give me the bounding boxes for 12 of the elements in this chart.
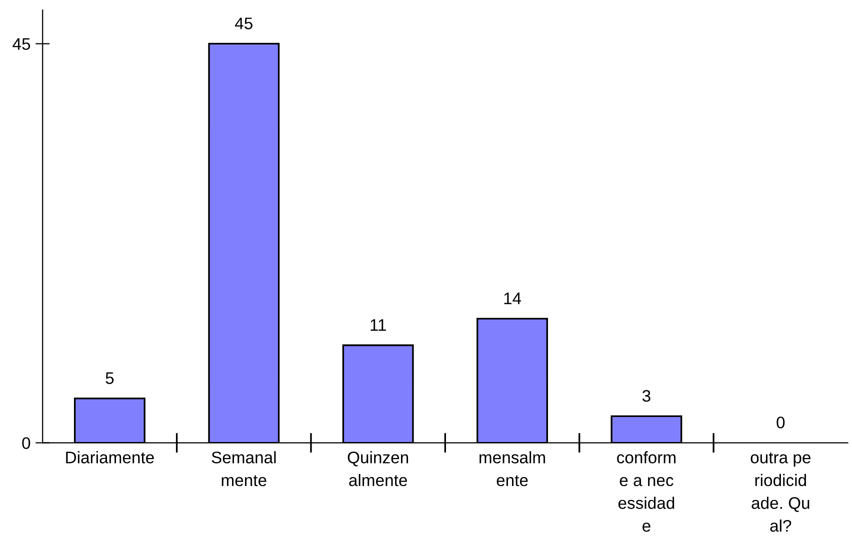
data-label: 14 [504,292,522,304]
x-tick-label: conform e a nec essidad e [617,451,676,532]
data-label: 0 [776,416,785,428]
x-tick-label: mensalm ente [480,451,545,486]
x-tick-label: Diariamente [66,451,154,464]
data-label: 11 [370,319,386,331]
x-tick-label: Semanal mente [212,451,276,486]
data-label: 3 [642,390,650,402]
data-label: 45 [235,18,252,30]
x-tick-label: outra pe riodicid ade. Qu al? [750,452,810,532]
x-tick-label: Quinzen almente [348,451,408,486]
data-label: 5 [106,372,114,384]
